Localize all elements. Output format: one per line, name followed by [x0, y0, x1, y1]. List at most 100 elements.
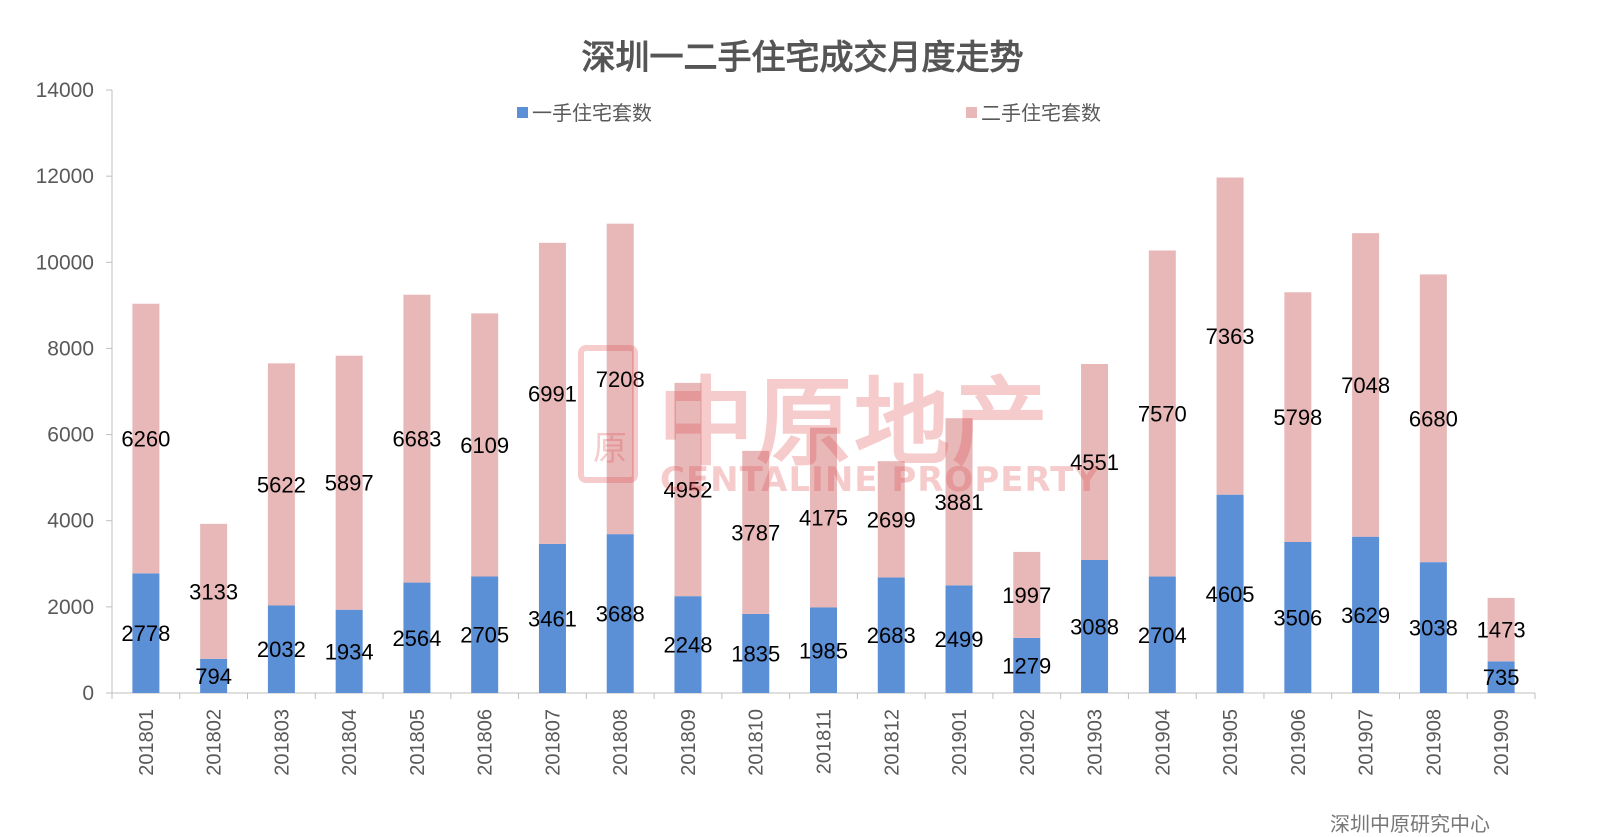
y-tick-label: 10000: [36, 251, 94, 274]
source-label: 深圳中原研究中心: [1330, 812, 1490, 836]
x-tick-label-201909: 201909: [1491, 709, 1513, 776]
legend-swatch-second-hand: [966, 107, 977, 118]
bar-new-homes-201803: [267, 605, 295, 693]
data-label-new-homes-201810: 1835: [731, 641, 780, 666]
x-tick-label-201808: 201808: [610, 709, 632, 776]
x-tick-label-201905: 201905: [1220, 709, 1242, 776]
bar-second-hand-201906: [1284, 292, 1312, 542]
legend-item-new-homes: 一手住宅套数: [517, 97, 652, 126]
bar-new-homes-201903: [1081, 559, 1109, 693]
bar-second-hand-201803: [267, 363, 295, 606]
data-label-second-hand-201901: 3881: [935, 490, 984, 515]
bar-second-hand-201808: [606, 223, 634, 535]
y-tick-label: 12000: [36, 165, 94, 188]
x-tick-label-201802: 201802: [204, 709, 226, 776]
data-label-second-hand-201811: 4175: [799, 506, 848, 531]
data-label-new-homes-201903: 3088: [1070, 614, 1119, 639]
bar-second-hand-201809: [674, 382, 702, 597]
bar-new-homes-201809: [674, 596, 702, 693]
data-label-second-hand-201807: 6991: [528, 381, 577, 406]
data-label-new-homes-201902: 1279: [1002, 653, 1051, 678]
y-tick-label: 8000: [47, 337, 94, 360]
data-label-second-hand-201907: 7048: [1341, 373, 1390, 398]
data-label-second-hand-201810: 3787: [731, 520, 780, 545]
x-tick-label-201805: 201805: [407, 709, 429, 776]
data-label-new-homes-201906: 3506: [1273, 605, 1322, 630]
data-label-second-hand-201905: 7363: [1206, 324, 1255, 349]
bar-second-hand-201807: [538, 242, 566, 544]
bar-second-hand-201907: [1352, 233, 1380, 537]
bar-new-homes-201907: [1352, 536, 1380, 693]
bar-new-homes-201805: [403, 582, 431, 693]
bar-new-homes-201902: [1013, 637, 1041, 693]
y-tick-label: 2000: [47, 596, 94, 619]
data-label-new-homes-201909: 735: [1483, 665, 1520, 690]
data-label-new-homes-201802: 794: [195, 664, 232, 689]
bar-new-homes-201904: [1148, 576, 1176, 693]
x-tick-label-201801: 201801: [136, 709, 158, 776]
data-label-new-homes-201808: 3688: [596, 602, 645, 627]
y-tick-label: 0: [82, 682, 94, 705]
data-label-second-hand-201909: 1473: [1477, 618, 1526, 643]
data-label-new-homes-201904: 2704: [1138, 623, 1187, 648]
bar-new-homes-201802: [200, 658, 228, 693]
data-label-second-hand-201802: 3133: [189, 579, 238, 604]
x-tick-label-201906: 201906: [1288, 709, 1310, 776]
data-label-new-homes-201806: 2705: [460, 623, 509, 648]
data-label-new-homes-201801: 2778: [121, 621, 170, 646]
data-label-second-hand-201906: 5798: [1273, 405, 1322, 430]
data-label-new-homes-201807: 3461: [528, 606, 577, 631]
x-tick-label-201908: 201908: [1423, 709, 1445, 776]
data-label-second-hand-201812: 2699: [867, 507, 916, 532]
bar-new-homes-201812: [877, 577, 905, 693]
bar-new-homes-201801: [132, 573, 160, 693]
bar-new-homes-201906: [1284, 541, 1312, 693]
bar-second-hand-201901: [945, 418, 973, 586]
data-label-second-hand-201903: 4551: [1070, 450, 1119, 475]
data-label-second-hand-201809: 4952: [663, 478, 712, 503]
bar-second-hand-201908: [1419, 274, 1447, 563]
x-tick-label-201806: 201806: [475, 709, 497, 776]
bar-second-hand-201905: [1216, 177, 1244, 495]
legend-label-new-homes: 一手住宅套数: [532, 101, 652, 125]
data-label-second-hand-201806: 6109: [460, 433, 509, 458]
data-label-new-homes-201804: 1934: [325, 639, 374, 664]
bar-new-homes-201810: [742, 613, 770, 693]
bar-new-homes-201808: [606, 534, 634, 693]
bar-second-hand-201812: [877, 461, 905, 578]
x-tick-label-201804: 201804: [339, 709, 361, 776]
bar-second-hand-201805: [403, 294, 431, 583]
bar-second-hand-201810: [742, 450, 770, 614]
x-tick-label-201811: 201811: [814, 709, 836, 774]
x-tick-label-201807: 201807: [542, 709, 564, 776]
x-tick-label-201803: 201803: [271, 709, 293, 776]
y-tick-label: 4000: [47, 510, 94, 533]
data-label-new-homes-201803: 2032: [257, 637, 306, 662]
bar-second-hand-201909: [1487, 597, 1515, 662]
data-label-new-homes-201811: 1985: [799, 638, 848, 663]
data-label-second-hand-201908: 6680: [1409, 406, 1458, 431]
bar-second-hand-201802: [200, 523, 228, 659]
data-label-new-homes-201812: 2683: [867, 623, 916, 648]
bar-new-homes-201908: [1419, 562, 1447, 693]
data-label-second-hand-201902: 1997: [1002, 583, 1051, 608]
bar-new-homes-201901: [945, 585, 973, 693]
x-tick-label-201809: 201809: [678, 709, 700, 776]
bar-new-homes-201807: [538, 543, 566, 693]
data-label-new-homes-201805: 2564: [392, 626, 441, 651]
y-tick-label: 6000: [47, 424, 94, 447]
data-label-second-hand-201803: 5622: [257, 472, 306, 497]
data-label-new-homes-201809: 2248: [663, 633, 712, 658]
bar-second-hand-201902: [1013, 551, 1041, 638]
x-tick-label-201902: 201902: [1017, 709, 1039, 776]
legend-label-second-hand: 二手住宅套数: [981, 101, 1101, 125]
data-label-new-homes-201908: 3038: [1409, 616, 1458, 641]
data-label-second-hand-201904: 7570: [1138, 402, 1187, 427]
x-tick-label-201901: 201901: [949, 709, 971, 776]
x-tick-label-201810: 201810: [746, 709, 768, 776]
legend-item-second-hand: 二手住宅套数: [966, 97, 1101, 126]
x-tick-label-201904: 201904: [1152, 709, 1174, 776]
x-tick-label-201812: 201812: [881, 709, 903, 776]
bar-second-hand-201904: [1148, 250, 1176, 577]
